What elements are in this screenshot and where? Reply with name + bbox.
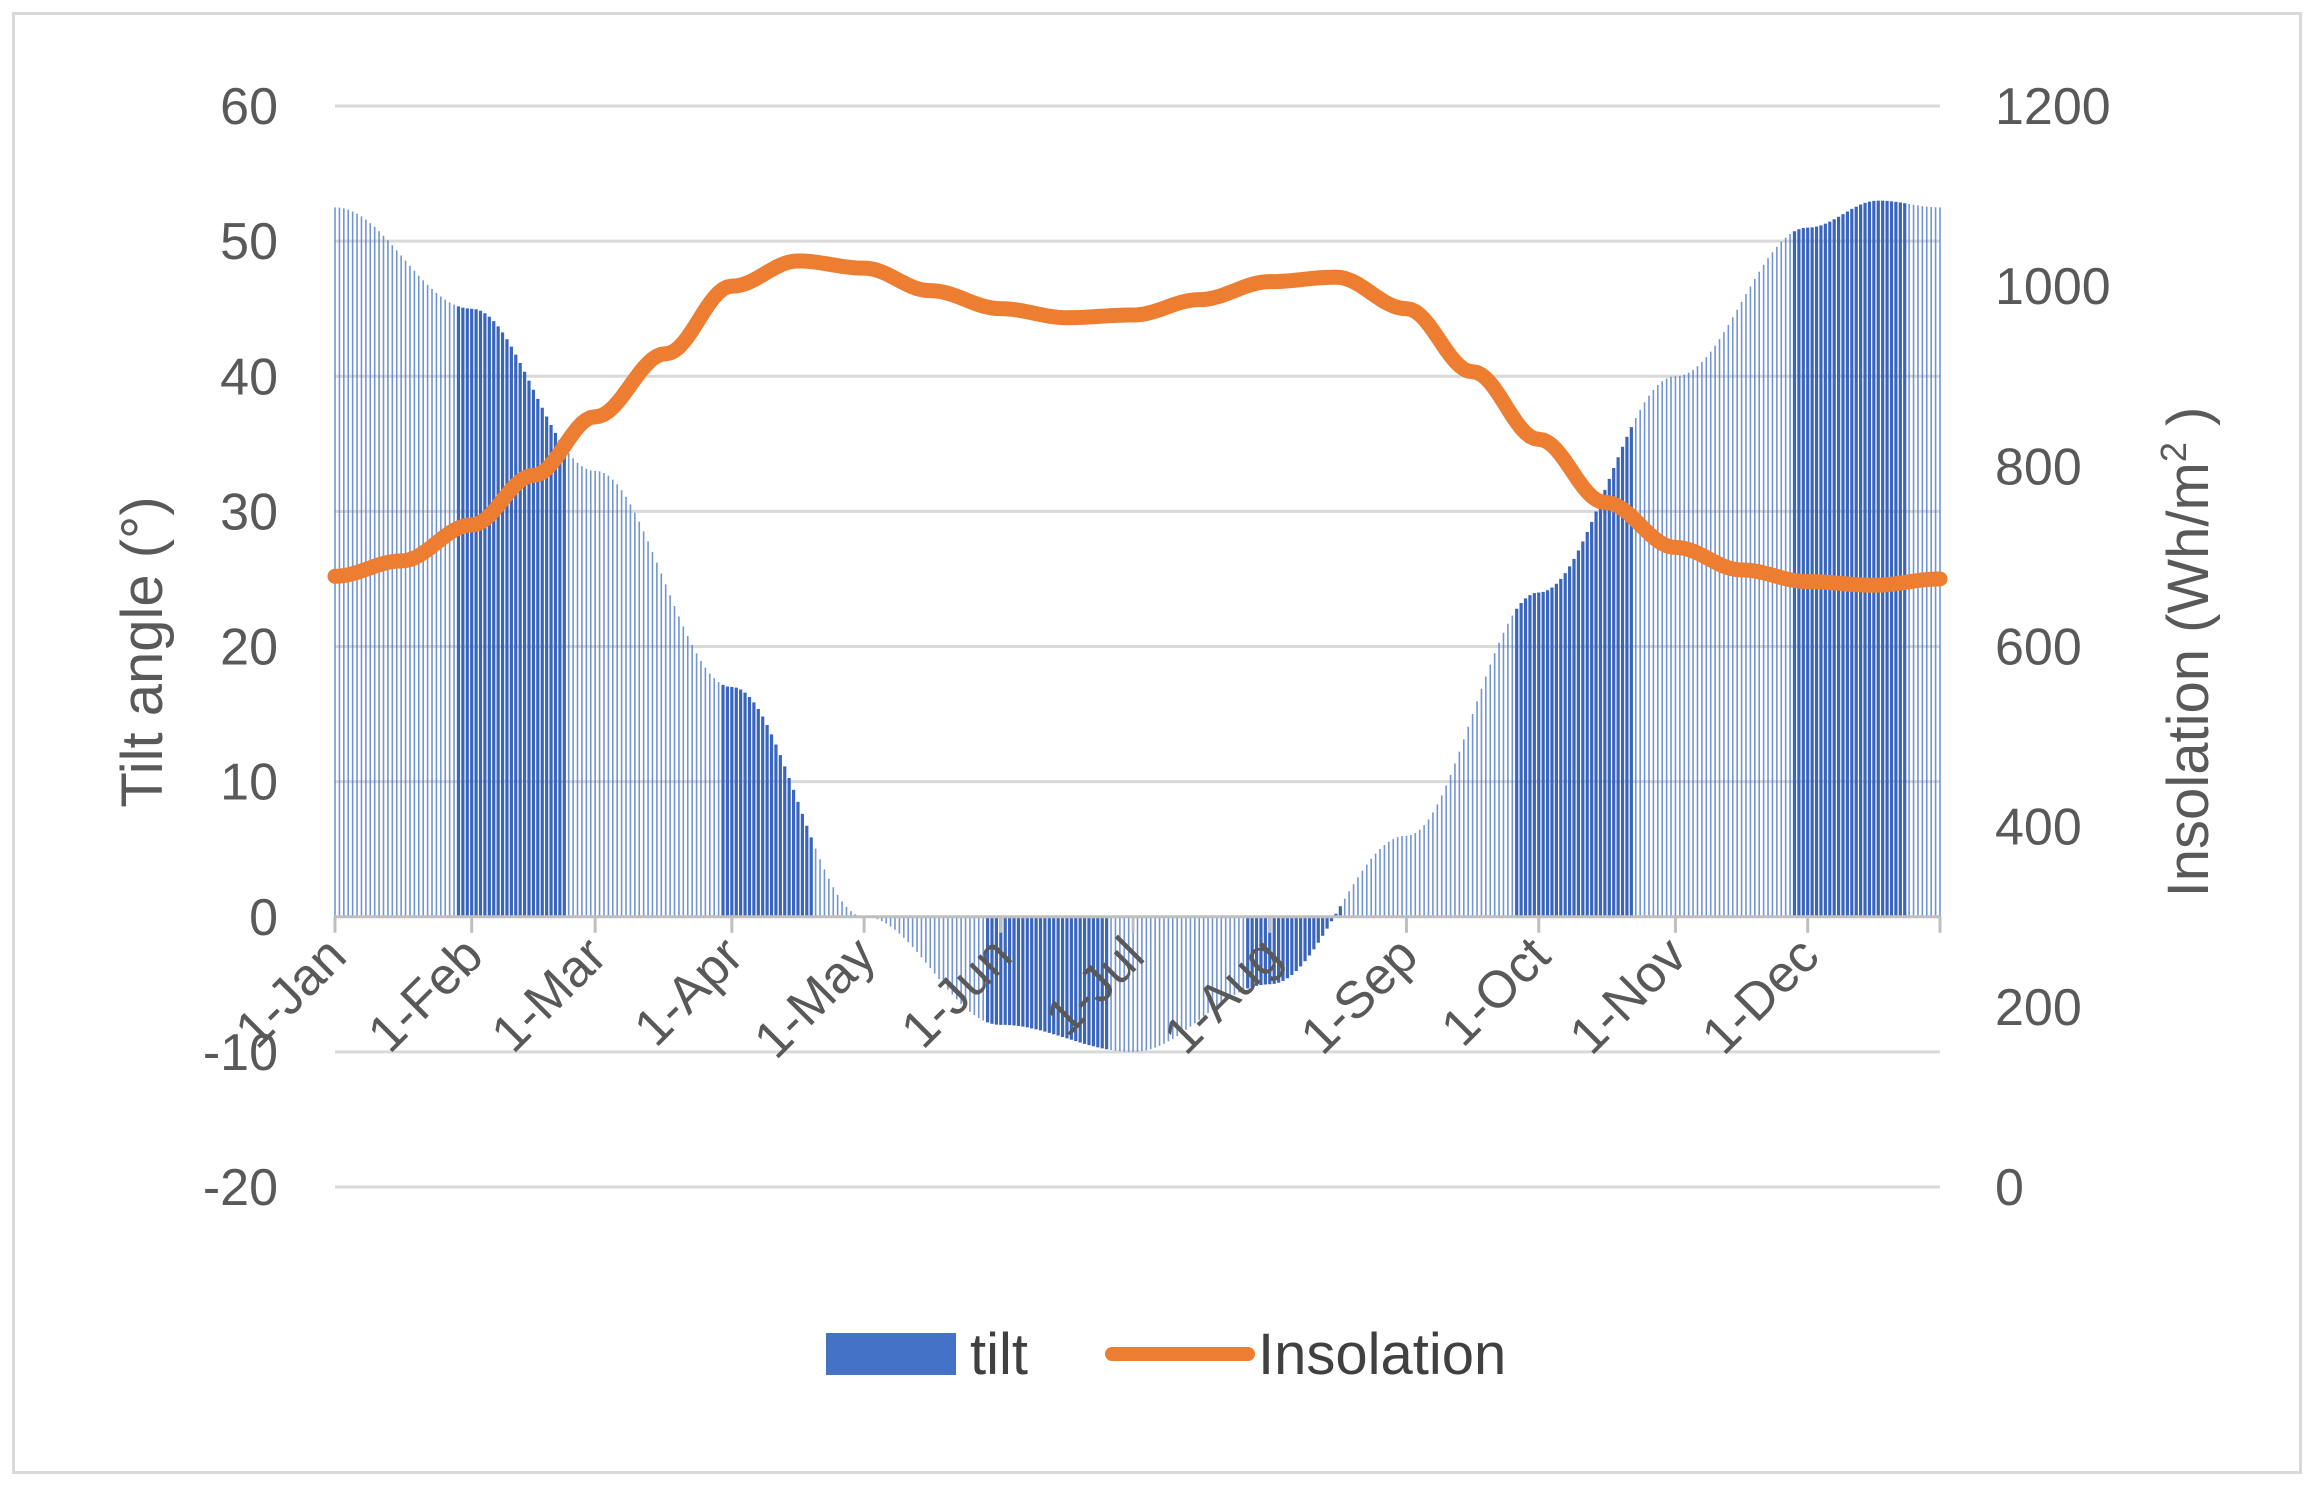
x-tick-label: 1-Mar — [481, 926, 618, 1063]
legend: tilt Insolation — [826, 1322, 1506, 1387]
y-left-tick-label: -20 — [203, 1159, 278, 1217]
y-right-axis-title-main: Insolation (Wh/m — [2156, 462, 2221, 897]
y-right-tick-label: 0 — [1995, 1159, 2024, 1217]
gridlines — [335, 104, 1940, 1189]
legend-swatch-tilt — [826, 1333, 956, 1375]
y-left-tick-label: 20 — [220, 619, 278, 677]
y-right-tick-label: 1200 — [1995, 78, 2111, 136]
y-right-tick-label: 1000 — [1995, 258, 2111, 316]
x-tick-label: 1-May — [743, 926, 886, 1069]
y-left-tick-label: 10 — [220, 754, 278, 812]
insolation-line — [327, 253, 1948, 593]
x-axis — [333, 915, 1942, 933]
legend-label-tilt: tilt — [970, 1322, 1028, 1387]
y-right-tick-label: 800 — [1995, 438, 2082, 496]
x-tick-label: 1-Oct — [1430, 926, 1561, 1057]
y-right-axis-title: Insolation (Wh/m2 ) — [2153, 407, 2221, 898]
chart-area — [12, 12, 2302, 1474]
x-tick-label: 1-Jan — [224, 926, 357, 1059]
y-left-axis-title: Tilt angle (°) — [110, 496, 175, 807]
x-tick-label: 1-Aug — [1153, 926, 1292, 1065]
y-right-axis-title-superscript: 2 — [2153, 442, 2194, 462]
y-left-tick-label: 0 — [249, 889, 278, 947]
y-left-tick-label: 40 — [220, 348, 278, 406]
y-right-tick-label: 600 — [1995, 619, 2082, 677]
y-left-tick-label: -10 — [203, 1024, 278, 1082]
y-left-tick-label: 50 — [220, 213, 278, 271]
y-left-tick-label: 60 — [220, 78, 278, 136]
x-tick-label: 1-Dec — [1691, 926, 1830, 1065]
tilt-bars — [334, 200, 1941, 1052]
legend-label-insolation: Insolation — [1258, 1322, 1506, 1387]
x-tick-label: 1-Nov — [1559, 926, 1698, 1065]
x-tick-label: 1-Apr — [623, 926, 754, 1057]
y-right-axis-title-close: ) — [2156, 407, 2221, 442]
y-right-tick-label: 400 — [1995, 799, 2082, 857]
insolation-line-group — [327, 253, 1948, 593]
y-right-tick-label: 200 — [1995, 979, 2082, 1037]
y-left-tick-label: 30 — [220, 483, 278, 541]
x-tick-label: 1-Feb — [357, 926, 494, 1063]
